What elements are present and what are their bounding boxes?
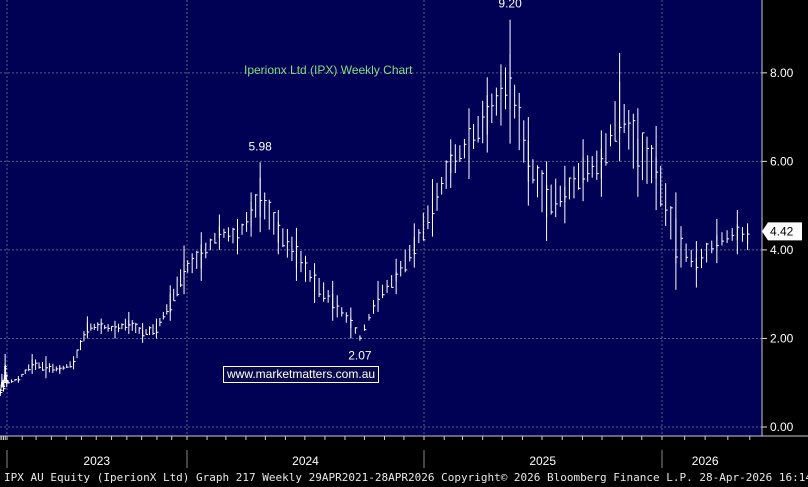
peak-label: 2.07 xyxy=(348,348,372,362)
last-price-label: 4.42 xyxy=(770,224,794,238)
x-tick-label: 2024 xyxy=(292,454,319,468)
website-watermark[interactable]: www.marketmatters.com.au xyxy=(223,366,380,383)
price-chart: 0.00 2.00 4.00 6.00 8.00 2023 2024 2025 2026 9.20… xyxy=(0,0,808,468)
y-axis-panel xyxy=(762,0,808,436)
x-tick-label: 2025 xyxy=(529,454,556,468)
bloomberg-footer: IPX AU Equity (IperionX Ltd) Graph 217 W… xyxy=(0,468,808,487)
x-axis-panel xyxy=(0,436,808,468)
chart-title: Iperionx Ltd (IPX) Weekly Chart xyxy=(244,63,413,77)
y-tick-label: 2.00 xyxy=(770,331,794,345)
x-tick-label: 2026 xyxy=(692,454,719,468)
peak-label: 5.98 xyxy=(248,139,272,153)
last-price-badge xyxy=(762,222,802,241)
footer-text: IPX AU Equity (IperionX Ltd) Graph 217 W… xyxy=(4,471,808,484)
y-tick-label: 4.00 xyxy=(770,243,794,257)
y-tick-label: 0.00 xyxy=(770,420,794,434)
peak-label: 9.20 xyxy=(498,0,522,11)
y-tick-label: 6.00 xyxy=(770,154,794,168)
y-tick-label: 8.00 xyxy=(770,66,794,80)
x-tick-label: 2023 xyxy=(83,454,110,468)
